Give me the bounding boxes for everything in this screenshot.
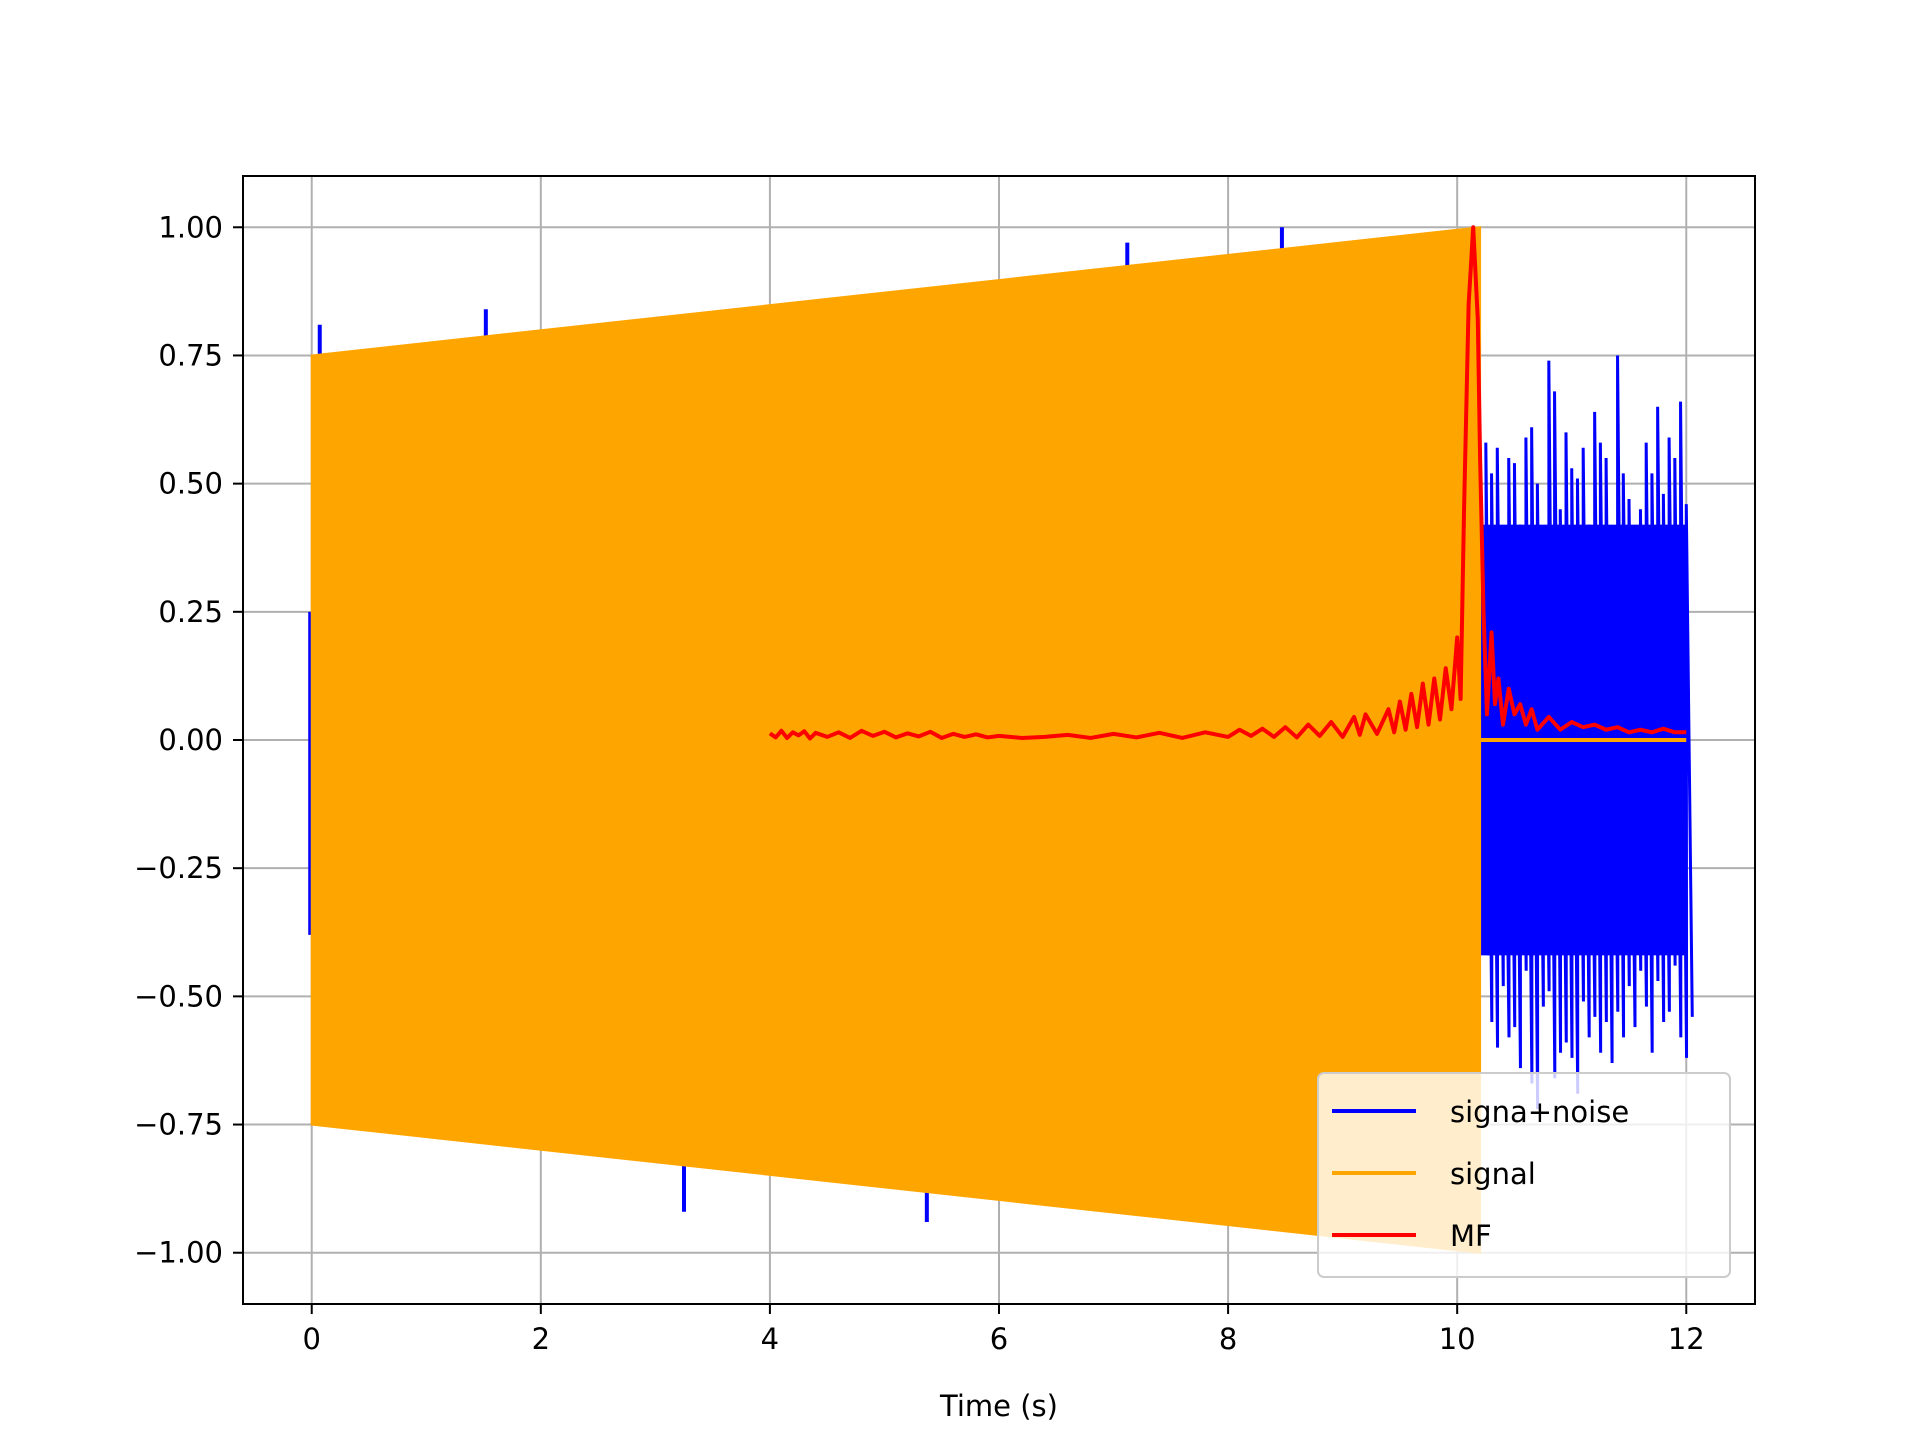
legend-label: signa+noise [1450, 1095, 1629, 1129]
series-signal-envelope [310, 226, 1482, 1254]
y-tick-label: −0.75 [134, 1108, 223, 1142]
y-tick-label: −1.00 [134, 1236, 223, 1270]
x-tick-label: 10 [1439, 1322, 1476, 1356]
y-tick-label: −0.25 [134, 851, 223, 885]
y-tick-label: 0.25 [158, 595, 223, 629]
y-tick-label: 0.75 [158, 338, 223, 372]
x-tick-label: 4 [761, 1322, 779, 1356]
legend-label: MF [1450, 1219, 1492, 1253]
legend: signa+noise signal MF [1317, 1072, 1731, 1278]
axis-ticks: 0 2 4 6 8 10 12 1.00 0.75 0.50 0.25 0.00 −0.25 −0.50 −… [134, 210, 1705, 1356]
y-tick-label: 0.00 [158, 723, 223, 757]
x-tick-label: 2 [532, 1322, 550, 1356]
x-tick-label: 0 [303, 1322, 321, 1356]
series-mf-line [768, 225, 1687, 741]
x-tick-label: 6 [990, 1322, 1008, 1356]
legend-box [1317, 1072, 1731, 1278]
x-axis-label: Time (s) [939, 1389, 1058, 1423]
y-tick-label: −0.50 [134, 979, 223, 1013]
x-tick-label: 8 [1219, 1322, 1237, 1356]
legend-label: signal [1450, 1157, 1536, 1191]
x-tick-label: 12 [1668, 1322, 1705, 1356]
plot-area [308, 225, 1694, 1254]
y-tick-label: 0.50 [158, 467, 223, 501]
y-tick-label: 1.00 [158, 210, 223, 244]
